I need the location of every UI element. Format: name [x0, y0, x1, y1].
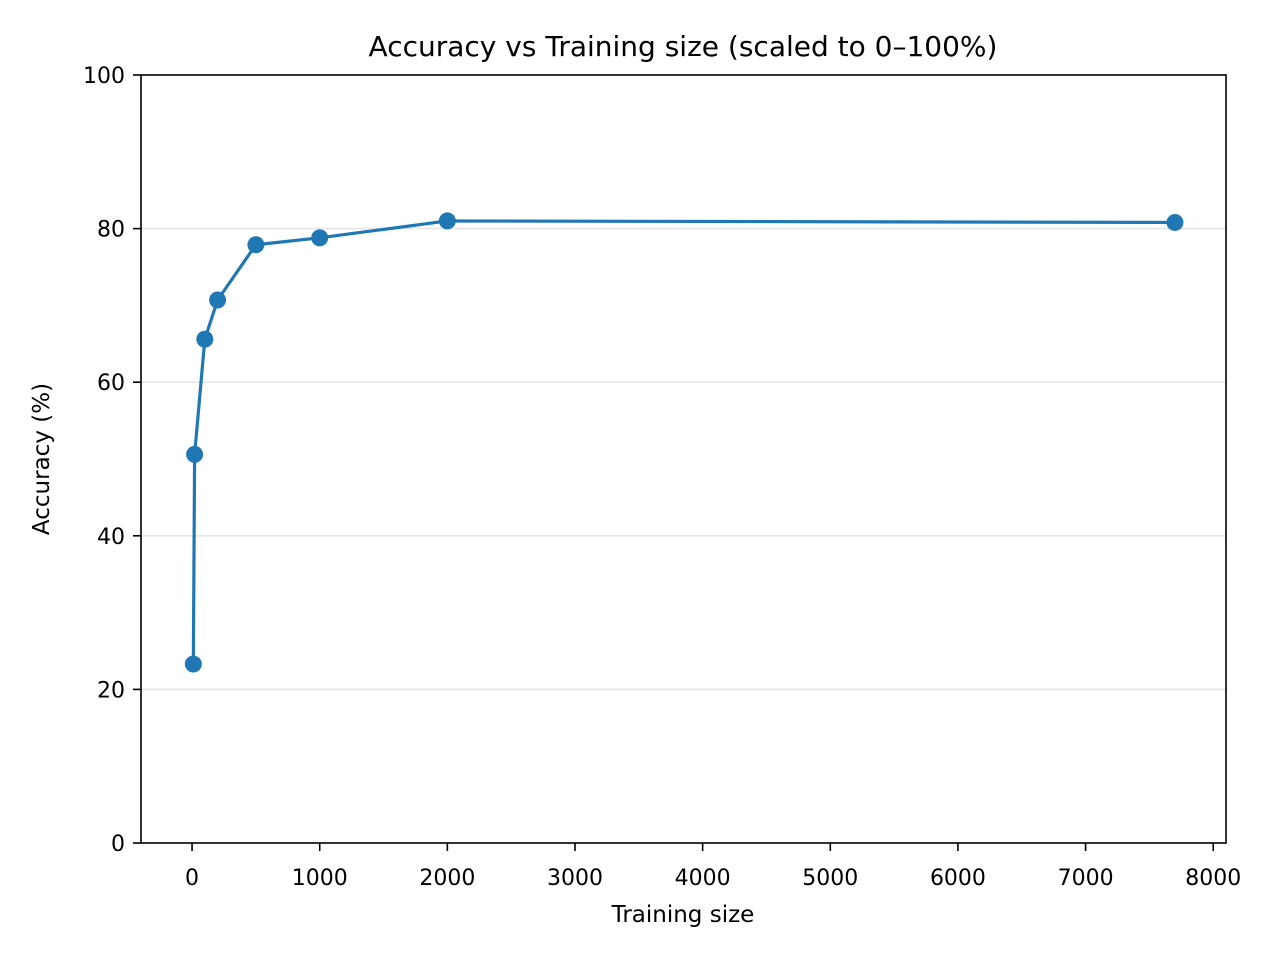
x-axis-label: Training size [611, 902, 755, 928]
x-tick-label: 7000 [1058, 866, 1114, 891]
data-point [311, 229, 329, 247]
series-line [191, 219, 1177, 666]
y-axis-ticks: 0 20 40 60 80 100 [83, 64, 141, 857]
x-tick-label: 2000 [419, 866, 475, 891]
x-tick-label: 0 [185, 866, 199, 891]
chart-title: Accuracy vs Training size (scaled to 0–1… [369, 30, 998, 63]
x-tick-label: 1000 [292, 866, 348, 891]
x-axis-ticks: 0 1000 2000 3000 4000 5000 6000 7000 8000 [185, 843, 1241, 891]
y-tick-label: 80 [97, 218, 125, 243]
x-tick-label: 6000 [930, 866, 986, 891]
grid-lines [141, 227, 1226, 691]
y-tick-label: 60 [97, 371, 125, 396]
data-points [184, 212, 1184, 673]
data-point [247, 236, 265, 254]
x-tick-label: 3000 [547, 866, 603, 891]
y-tick-label: 0 [111, 832, 125, 857]
y-tick-label: 40 [97, 525, 125, 550]
data-point [438, 212, 456, 230]
plot-frame [140, 74, 1227, 844]
data-point [184, 655, 202, 673]
series-line-layer [191, 219, 1177, 666]
x-tick-label: 4000 [675, 866, 731, 891]
y-axis-label: Accuracy (%) [29, 383, 55, 535]
data-point [209, 291, 227, 309]
data-point [1166, 213, 1184, 231]
y-tick-label: 20 [97, 678, 125, 703]
y-tick-label: 100 [83, 64, 125, 89]
data-point [196, 330, 214, 348]
x-tick-label: 8000 [1185, 866, 1241, 891]
x-tick-label: 5000 [802, 866, 858, 891]
data-point [186, 445, 204, 463]
